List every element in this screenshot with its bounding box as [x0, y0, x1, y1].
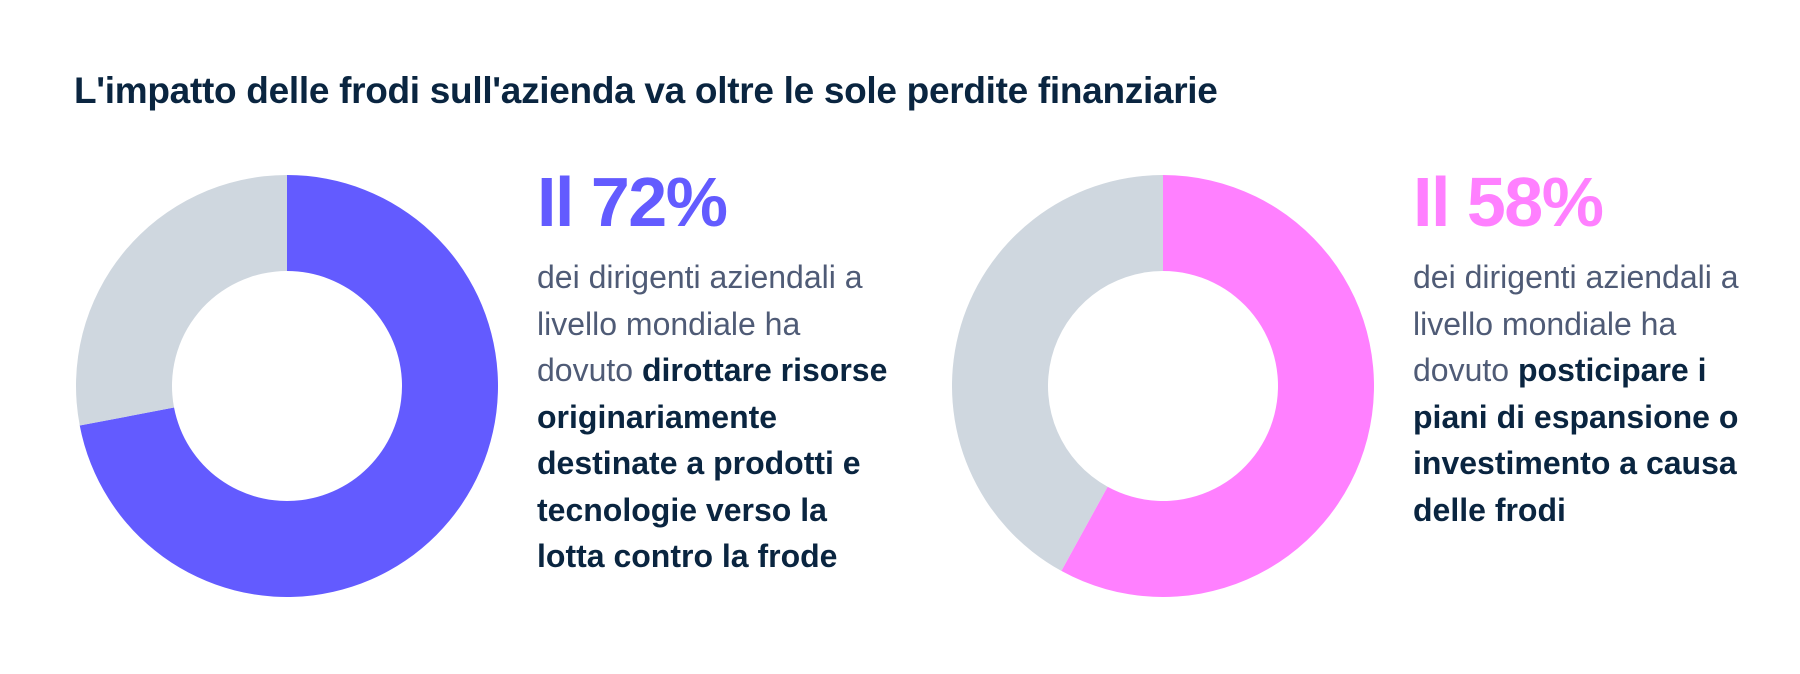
donut-chart-58: [952, 175, 1374, 597]
description-58: dei dirigenti aziendali a livello mondia…: [1413, 254, 1773, 533]
headline-58: Il 58%: [1413, 163, 1604, 241]
headline-72: Il 72%: [537, 163, 728, 241]
emphasis-text-72: dirottare risorse originariamente destin…: [537, 352, 888, 574]
stat-block-58: Il 58% dei dirigenti aziendali a livello…: [1413, 163, 1773, 533]
donut-slice-58-remainder: [952, 175, 1163, 571]
description-72: dei dirigenti aziendali a livello mondia…: [537, 254, 897, 580]
donut-slice-72-value: [79, 175, 498, 597]
page-title: L'impatto delle frodi sull'azienda va ol…: [74, 70, 1218, 111]
donut-slice-58-value: [1061, 175, 1374, 597]
lead-text-72: dei dirigenti aziendali a livello mondia…: [537, 259, 863, 388]
donut-slice-72-remainder: [76, 175, 287, 426]
donut-chart-72: [76, 175, 498, 597]
stat-block-72: Il 72% dei dirigenti aziendali a livello…: [537, 163, 897, 580]
lead-text-58: dei dirigenti aziendali a livello mondia…: [1413, 259, 1739, 388]
emphasis-text-58: posticipare i piani di espansione o inve…: [1413, 352, 1739, 528]
